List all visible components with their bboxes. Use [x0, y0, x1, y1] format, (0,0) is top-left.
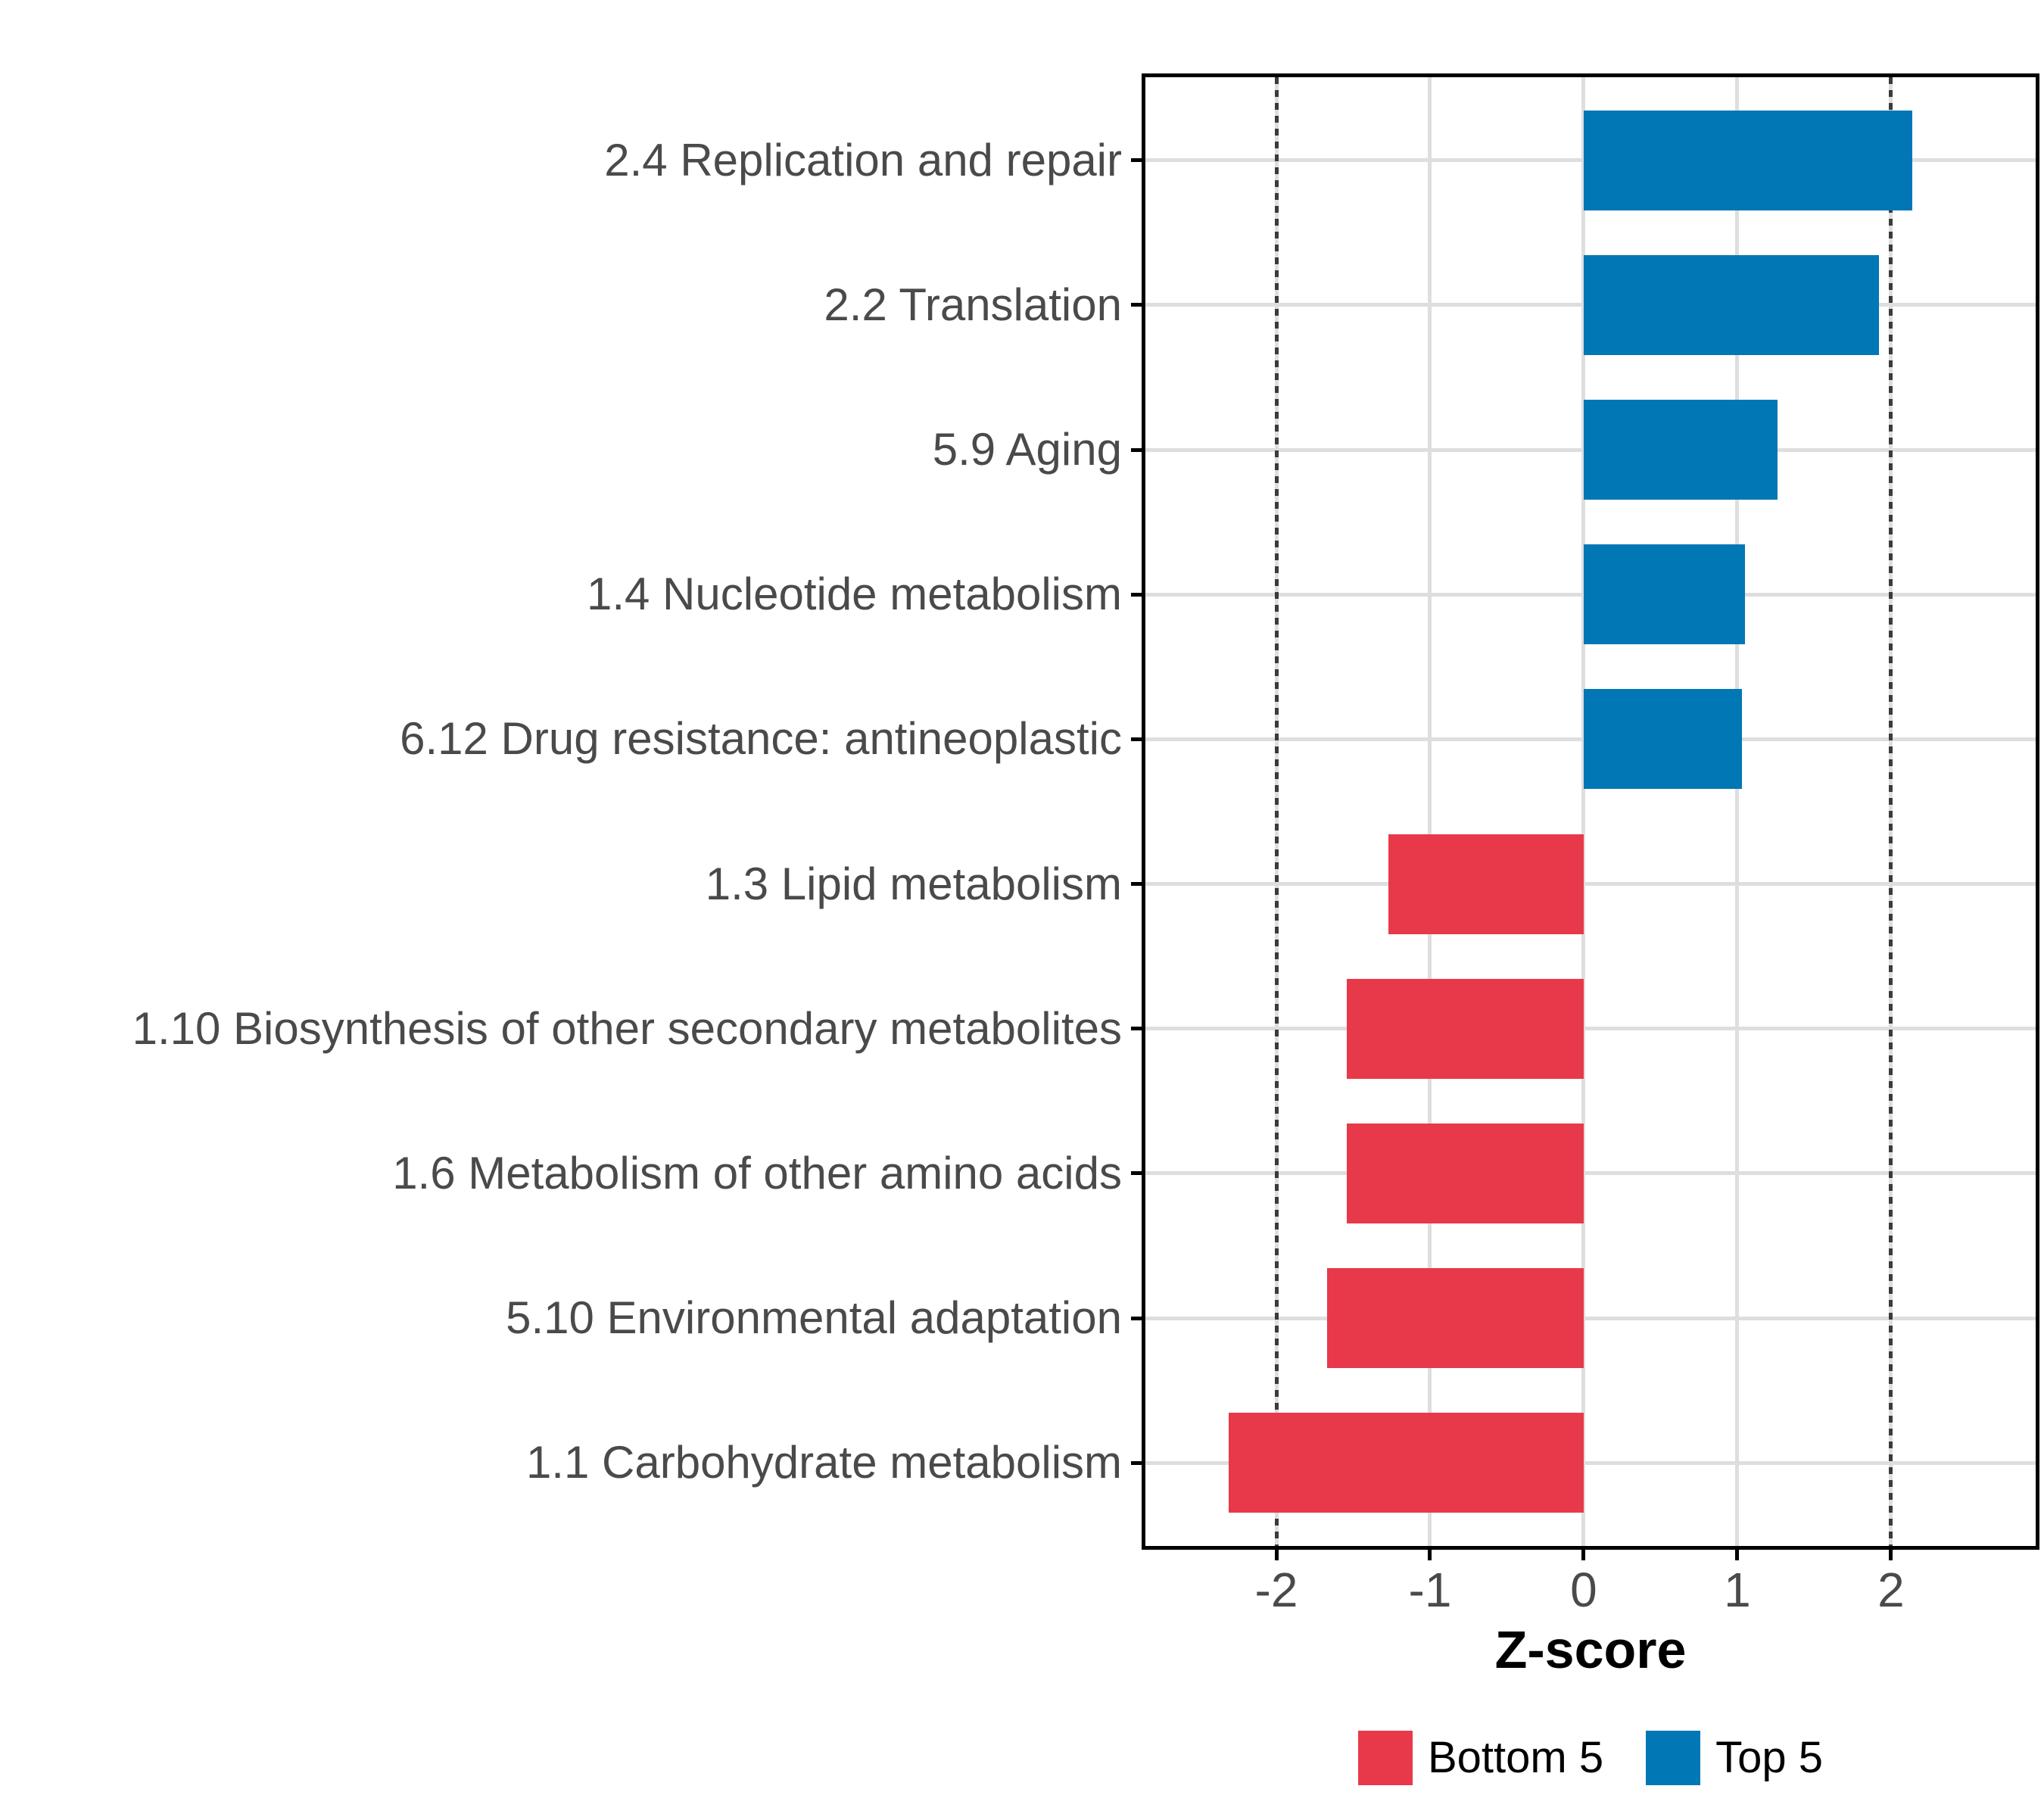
- y-tick-mark: [1131, 1316, 1142, 1320]
- x-tick-mark: [1581, 1550, 1586, 1560]
- y-axis-label: 6.12 Drug resistance: antineoplastic: [400, 713, 1122, 765]
- x-tick-mark: [1428, 1550, 1432, 1560]
- y-axis-label: 1.1 Carbohydrate metabolism: [525, 1437, 1122, 1488]
- y-axis-label: 1.4 Nucleotide metabolism: [586, 569, 1122, 620]
- legend-label: Bottom 5: [1427, 1733, 1604, 1782]
- bar-top5: [1583, 254, 1879, 355]
- y-tick-mark: [1131, 158, 1142, 163]
- y-axis-label: 1.10 Biosynthesis of other secondary met…: [132, 1002, 1122, 1054]
- legend-item: Bottom 5: [1357, 1731, 1604, 1785]
- y-tick-mark: [1131, 1460, 1142, 1465]
- y-axis-label: 1.3 Lipid metabolism: [705, 858, 1122, 909]
- legend-item: Top 5: [1646, 1731, 1823, 1785]
- plot-area: [1145, 77, 2036, 1546]
- legend: Bottom 5 Top 5: [1142, 1731, 2039, 1785]
- legend-swatch-bottom-5: [1357, 1731, 1413, 1785]
- reference-line-dotted: [1274, 77, 1279, 1546]
- y-axis-label: 2.4 Replication and repair: [604, 134, 1122, 185]
- y-axis-label: 1.6 Metabolism of other amino acids: [392, 1147, 1122, 1198]
- gridline-vertical: [1735, 77, 1740, 1546]
- x-tick-mark: [1735, 1550, 1740, 1560]
- y-tick-mark: [1131, 1027, 1142, 1031]
- x-axis-tick-label: 2: [1877, 1563, 1905, 1617]
- legend-label: Top 5: [1715, 1733, 1823, 1782]
- x-axis-title: Z-score: [1494, 1620, 1687, 1679]
- bar-top5: [1583, 110, 1913, 210]
- gridline-vertical: [1428, 77, 1432, 1546]
- bar-top5: [1583, 400, 1778, 500]
- y-axis-label: 5.9 Aging: [932, 424, 1122, 475]
- gridline-horizontal: [1145, 1316, 2036, 1320]
- y-axis-label: 2.2 Translation: [824, 279, 1122, 330]
- gridline-vertical: [1581, 77, 1586, 1546]
- y-tick-mark: [1131, 592, 1142, 597]
- gridline-horizontal: [1145, 1171, 2036, 1176]
- y-tick-mark: [1131, 447, 1142, 452]
- bar-bottom5: [1229, 1413, 1584, 1513]
- legend-swatch-top-5: [1646, 1731, 1701, 1785]
- bar-bottom5: [1326, 1268, 1584, 1369]
- plot-panel: [1142, 73, 2039, 1550]
- y-tick-mark: [1131, 882, 1142, 887]
- y-tick-mark: [1131, 303, 1142, 307]
- bar-bottom5: [1347, 978, 1584, 1079]
- bar-top5: [1583, 544, 1746, 645]
- y-tick-mark: [1131, 1171, 1142, 1176]
- gridline-horizontal: [1145, 1460, 2036, 1465]
- bar-bottom5: [1347, 1123, 1584, 1223]
- x-axis-tick-label: -2: [1254, 1563, 1298, 1617]
- gridline-horizontal: [1145, 1027, 2036, 1031]
- x-tick-mark: [1889, 1550, 1893, 1560]
- bar-top5: [1583, 689, 1743, 790]
- y-tick-mark: [1131, 737, 1142, 741]
- x-axis-tick-label: 0: [1570, 1563, 1597, 1617]
- y-axis-label: 5.10 Environmental adaptation: [506, 1292, 1122, 1344]
- x-axis-tick-label: -1: [1408, 1563, 1452, 1617]
- gridline-horizontal: [1145, 882, 2036, 887]
- reference-line-dotted: [1889, 77, 1893, 1546]
- x-axis-tick-label: 1: [1724, 1563, 1751, 1617]
- x-tick-mark: [1274, 1550, 1279, 1560]
- bar-bottom5: [1388, 834, 1584, 934]
